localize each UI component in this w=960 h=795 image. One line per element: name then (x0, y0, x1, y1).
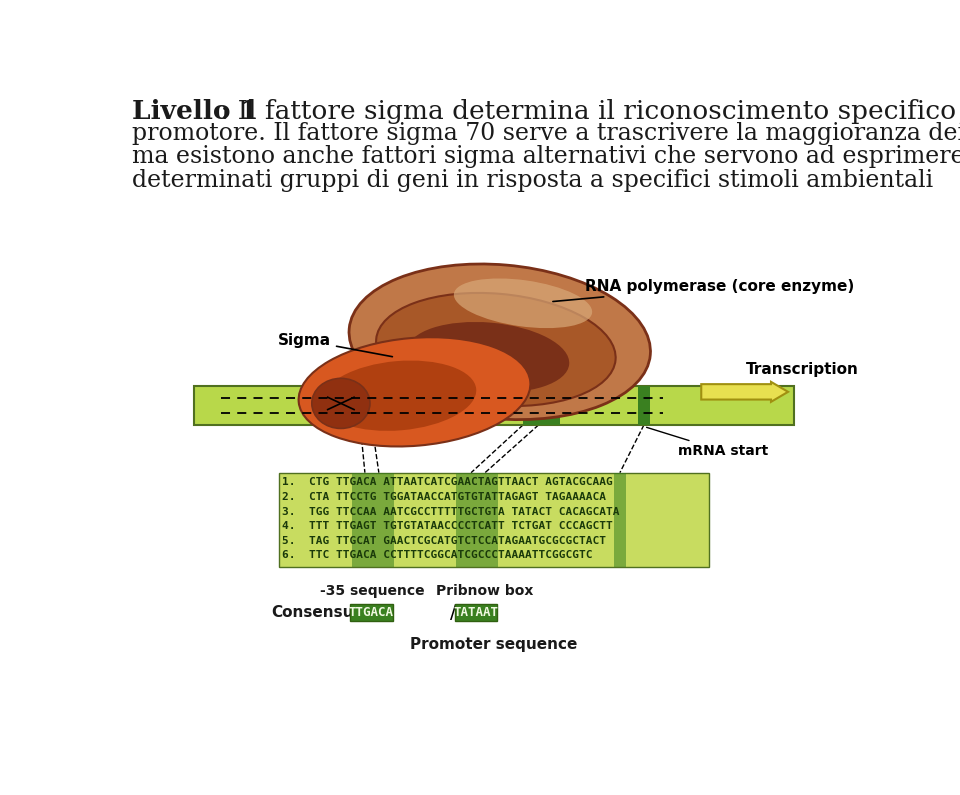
Ellipse shape (454, 278, 592, 328)
Bar (614, 473, 626, 567)
Text: TTGACA: TTGACA (348, 607, 394, 619)
Text: 6.  TTC TTGACA CCTTTTCGGCATCGCCCTAAAATTCGGCGTC: 6. TTC TTGACA CCTTTTCGGCATCGCCCTAAAATTCG… (282, 550, 592, 560)
Text: 1.  CTG TTGACA ATTAATCATCGAACTAGTTAACT AGTACGCAAG: 1. CTG TTGACA ATTAATCATCGAACTAGTTAACT AG… (282, 477, 612, 487)
Text: 2.  CTA TTCCTG TGGATAACCATGTGTATTAGAGT TAGAAAACA: 2. CTA TTCCTG TGGATAACCATGTGTATTAGAGT TA… (282, 492, 606, 502)
Text: 5.  TAG TTGCAT GAACTCGCATGTCTCCATAGAATGCGCGCTACT: 5. TAG TTGCAT GAACTCGCATGTCTCCATAGAATGCG… (282, 536, 606, 546)
Bar (637, 386, 650, 425)
Ellipse shape (407, 322, 569, 393)
Text: Sigma: Sigma (277, 333, 393, 357)
Text: 4.  TTT TTGAGT TGTGTATAACCCCTCATT TCTGAT CCCAGCTT: 4. TTT TTGAGT TGTGTATAACCCCTCATT TCTGAT … (282, 522, 612, 531)
Bar (456, 473, 498, 567)
Text: 3.  TGG TTCCAA AATCGCCTTTTTGCTGTA TATACT CACAGCATA: 3. TGG TTCCAA AATCGCCTTTTTGCTGTA TATACT … (282, 506, 619, 517)
Bar (194, 386, 794, 425)
Text: Pribnow box: Pribnow box (437, 584, 534, 598)
Text: : Il fattore sigma determina il riconoscimento specifico del: : Il fattore sigma determina il riconosc… (212, 99, 960, 124)
Text: determinati gruppi di geni in risposta a specifici stimoli ambientali: determinati gruppi di geni in risposta a… (132, 169, 933, 192)
Bar (278, 473, 709, 567)
Text: RNA polymerase (core enzyme): RNA polymerase (core enzyme) (553, 279, 854, 301)
Bar (455, 604, 497, 622)
Text: Transcription: Transcription (746, 362, 859, 377)
Bar (523, 386, 561, 425)
Text: -35 sequence: -35 sequence (321, 584, 425, 598)
Text: promotore. Il fattore sigma 70 serve a trascrivere la maggioranza dei geni,: promotore. Il fattore sigma 70 serve a t… (132, 122, 960, 145)
Bar (351, 473, 394, 567)
Ellipse shape (349, 264, 651, 420)
Ellipse shape (299, 337, 531, 447)
Text: ma esistono anche fattori sigma alternativi che servono ad esprimere: ma esistono anche fattori sigma alternat… (132, 145, 960, 169)
Text: /: / (450, 603, 457, 622)
Ellipse shape (312, 378, 370, 429)
Ellipse shape (322, 361, 476, 431)
Text: TATAAT: TATAAT (453, 607, 498, 619)
FancyArrow shape (701, 382, 788, 401)
Text: Consensus: Consensus (271, 605, 363, 620)
Text: mRNA start: mRNA start (646, 428, 768, 458)
Bar (352, 386, 393, 425)
Text: Promoter sequence: Promoter sequence (410, 638, 577, 653)
Bar (350, 604, 393, 622)
Ellipse shape (376, 293, 615, 406)
Text: Livello 1: Livello 1 (132, 99, 257, 124)
